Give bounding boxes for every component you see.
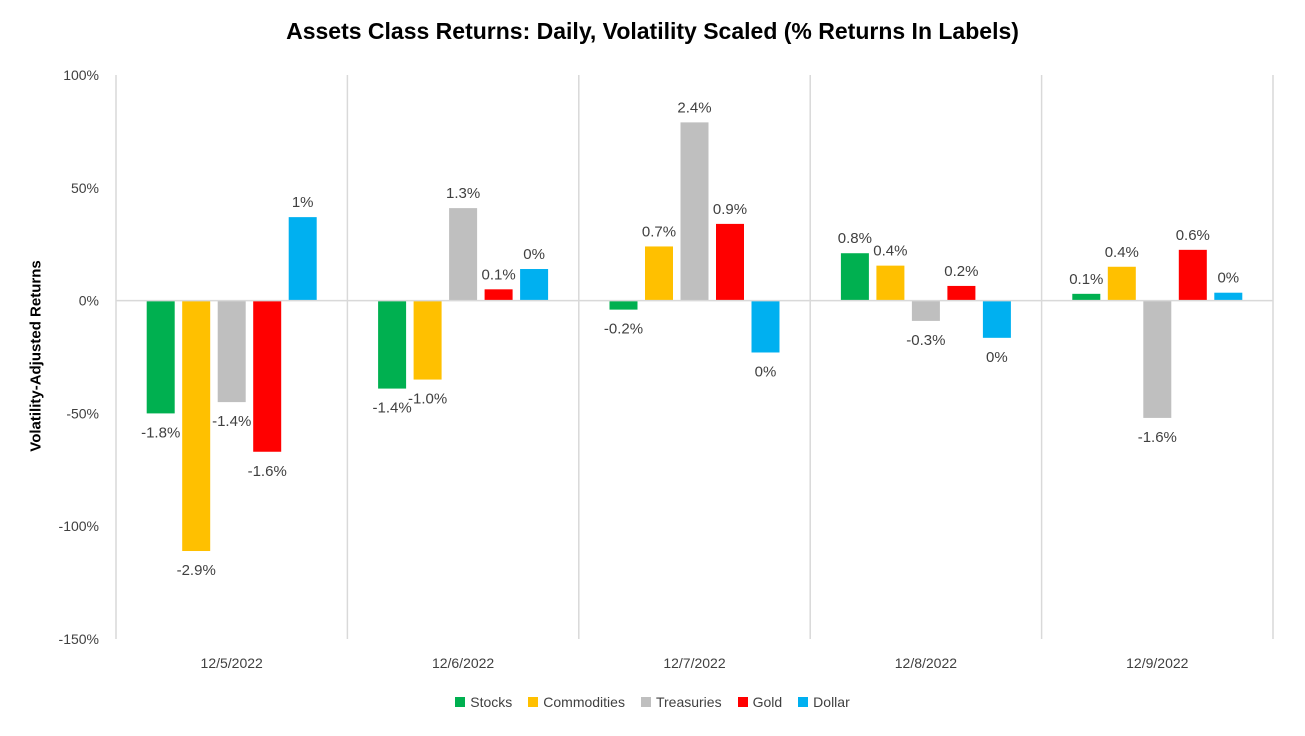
data-label: -2.9%: [177, 562, 216, 579]
x-category-label: 12/6/2022: [432, 655, 494, 671]
data-label: -1.0%: [408, 391, 447, 408]
data-label: -1.4%: [373, 400, 412, 417]
bar-gold: [1178, 249, 1207, 301]
bar-dollar: [982, 300, 1011, 338]
bar-gold: [484, 289, 513, 301]
legend-item: Treasuries: [640, 694, 722, 710]
legend-item: Dollar: [798, 694, 850, 710]
x-category-label: 12/5/2022: [201, 655, 263, 671]
x-category-label: 12/8/2022: [895, 655, 957, 671]
legend-swatch: [640, 697, 651, 707]
bar-commodities: [645, 246, 673, 301]
data-label: 1.3%: [446, 185, 480, 202]
data-label: 1%: [292, 194, 314, 211]
data-label: 0.4%: [1105, 244, 1139, 261]
y-tick-label: -50%: [66, 405, 99, 421]
data-label: 0.7%: [642, 223, 676, 240]
legend-item: Gold: [737, 694, 783, 710]
bar-stocks: [840, 253, 869, 301]
data-label: 0.2%: [944, 263, 978, 280]
data-label: 0.9%: [713, 201, 747, 218]
data-label: 0.8%: [838, 230, 872, 247]
data-label: -0.2%: [604, 321, 643, 338]
bar-treasuries: [680, 122, 709, 301]
bar-stocks: [378, 300, 407, 389]
data-label: 0%: [986, 349, 1008, 366]
y-tick-label: 100%: [63, 67, 99, 83]
bar-commodities: [182, 300, 211, 552]
legend-label: Dollar: [813, 694, 850, 710]
bar-gold: [253, 300, 282, 452]
data-label: 0.1%: [481, 266, 515, 283]
bar-treasuries: [217, 300, 246, 403]
data-label: 2.4%: [677, 99, 711, 116]
bar-treasuries: [449, 208, 478, 301]
legend-label: Treasuries: [655, 694, 722, 710]
legend-swatch: [528, 697, 539, 707]
data-label: -1.6%: [1138, 429, 1177, 446]
y-tick-label: 0%: [79, 293, 99, 309]
data-label: 0.6%: [1176, 227, 1210, 244]
bar-stocks: [146, 300, 175, 414]
legend-label: Gold: [752, 694, 783, 710]
bar-treasuries: [911, 300, 940, 321]
y-tick-label: -150%: [59, 631, 99, 647]
legend-swatch: [737, 697, 748, 707]
bar-dollar: [520, 269, 549, 301]
data-label: 0.1%: [1069, 271, 1103, 288]
x-category-label: 12/9/2022: [1126, 655, 1188, 671]
bar-commodities: [1107, 266, 1136, 301]
bar-commodities: [876, 265, 905, 301]
data-label: -1.8%: [141, 424, 180, 441]
bar-dollar: [1214, 292, 1243, 301]
legend-item: Commodities: [528, 694, 625, 710]
x-category-label: 12/7/2022: [663, 655, 725, 671]
legend-label: Commodities: [543, 694, 625, 710]
bar-dollar: [751, 300, 780, 353]
data-label: 0%: [755, 363, 777, 380]
bar-stocks: [609, 300, 638, 310]
bar-gold: [947, 285, 976, 301]
legend-swatch: [798, 697, 809, 707]
legend: Stocks Commodities Treasuries Gold Dollar: [0, 694, 1305, 710]
legend-item: Stocks: [455, 694, 512, 710]
data-label: 0.4%: [873, 243, 907, 260]
bar-commodities: [413, 300, 442, 380]
legend-swatch: [455, 697, 466, 707]
data-label: -1.6%: [248, 463, 287, 480]
data-label: -0.3%: [906, 332, 945, 349]
y-tick-label: -100%: [59, 518, 99, 534]
bar-stocks: [1072, 293, 1101, 301]
bar-gold: [716, 223, 744, 301]
chart-title: Assets Class Returns: Daily, Volatility …: [286, 18, 1019, 44]
y-tick-label: 50%: [71, 180, 99, 196]
legend-label: Stocks: [470, 694, 513, 710]
data-label: -1.4%: [212, 413, 251, 430]
data-label: 0%: [523, 246, 545, 263]
bar-treasuries: [1143, 300, 1172, 418]
bar-dollar: [288, 217, 317, 301]
data-label: 0%: [1217, 270, 1239, 287]
